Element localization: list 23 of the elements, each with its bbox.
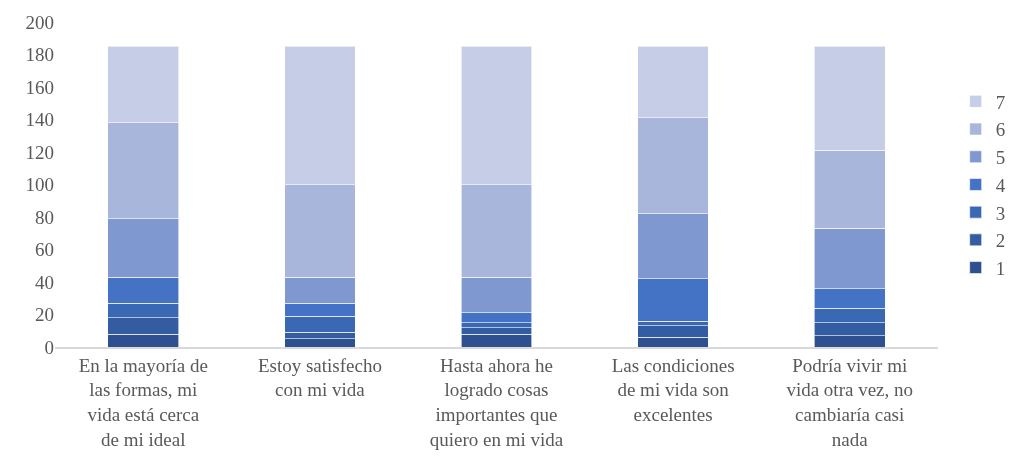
y-tick-label: 180 <box>25 44 54 66</box>
legend-label: 1 <box>995 257 1006 279</box>
y-tick-label: 40 <box>35 271 54 293</box>
x-tick-label: Las condiciones de mi vida son excelentes <box>611 354 735 425</box>
y-tick-label: 80 <box>35 206 54 228</box>
y-tick-label: 100 <box>25 174 54 196</box>
x-tick-label: En la mayoría de las formas, mi vida está cerca de mi ideal <box>78 354 208 450</box>
x-tick-label: Hasta ahora he logrado cosas importantes que quiero en mi vida <box>429 354 564 450</box>
legend-label: 4 <box>995 174 1006 196</box>
y-tick-label: 200 <box>25 11 54 33</box>
x-tick-label: Podría vivir mi vida otra vez, no cambiaría casi nada <box>786 354 914 450</box>
legend-label: 5 <box>995 147 1006 169</box>
y-tick-label: 20 <box>35 304 54 326</box>
y-tick-label: 0 <box>44 336 54 358</box>
y-tick-label: 60 <box>35 239 54 261</box>
legend-label: 6 <box>995 119 1006 141</box>
y-tick-label: 140 <box>25 109 54 131</box>
legend-label: 3 <box>995 202 1006 224</box>
y-tick-label: 120 <box>25 141 54 163</box>
legend-label: 2 <box>995 230 1006 252</box>
x-tick-label: Estoy satisfecho con mi vida <box>257 354 382 401</box>
legend-label: 7 <box>995 91 1006 113</box>
y-tick-label: 160 <box>25 76 54 98</box>
